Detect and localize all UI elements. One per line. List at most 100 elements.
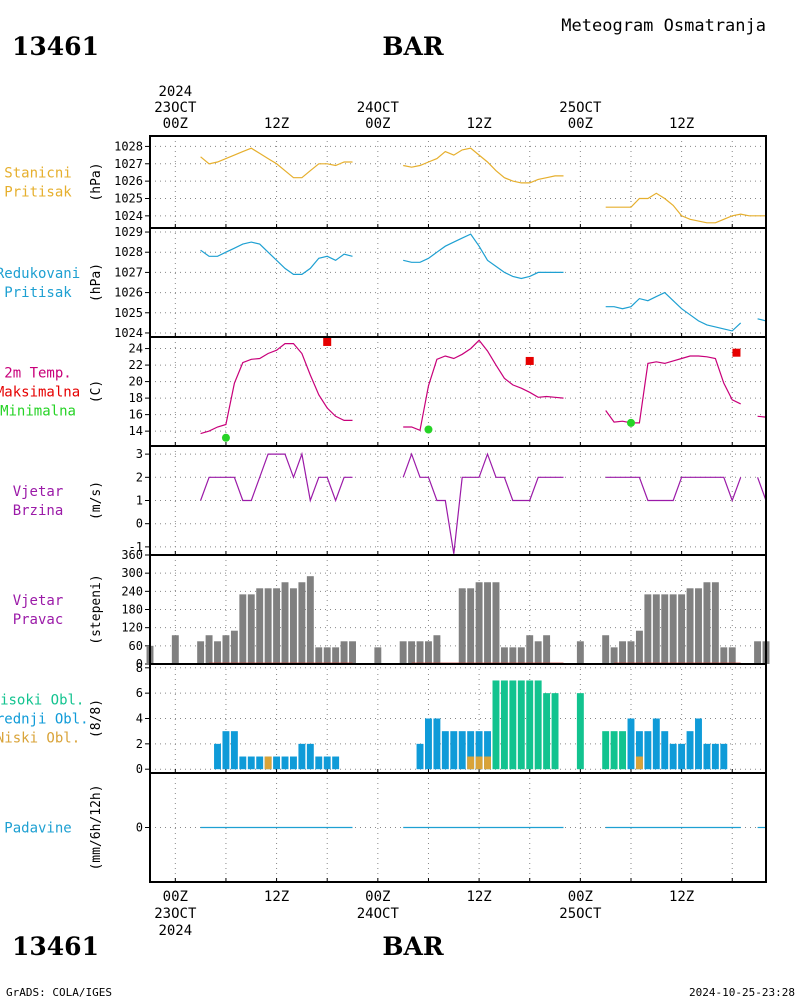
bar <box>425 718 432 770</box>
y-tick-label: 1027 <box>114 265 143 279</box>
top-time-label: 2024 <box>158 84 192 100</box>
y-tick-label: 1026 <box>114 174 143 188</box>
bar <box>661 731 669 770</box>
bar <box>669 594 677 664</box>
y-tick-label: 1028 <box>114 245 143 259</box>
y-axis-label: (C) <box>89 380 104 403</box>
y-axis-label: (hPa) <box>89 263 104 302</box>
y-axis-label: (m/s) <box>89 481 104 520</box>
panel-6: 0 2 4 6 8 (8/8) Visoki Obl. Srednji Obl. Niski O… <box>0 661 767 776</box>
bar <box>686 731 694 770</box>
bar <box>492 680 500 770</box>
bar <box>703 743 711 770</box>
bar <box>517 647 525 664</box>
panel-label: Redukovani <box>0 266 80 282</box>
bar <box>576 693 584 770</box>
bar <box>602 635 610 664</box>
bottom-time-label: 12Z <box>466 889 491 905</box>
top-time-label: 23OCT <box>154 100 197 116</box>
series-line <box>605 355 741 424</box>
y-tick-label: 1029 <box>114 225 143 239</box>
panel-frame <box>149 772 767 883</box>
y-tick-label: 3 <box>136 447 143 461</box>
series-line <box>403 339 564 432</box>
bar <box>332 756 340 770</box>
bar <box>602 731 610 770</box>
panel-label: Pravac <box>13 612 64 628</box>
tmin-marker <box>221 433 230 442</box>
bar <box>652 718 660 770</box>
bottom-time-label: 00Z <box>163 889 188 905</box>
tmax-marker <box>525 356 534 365</box>
bar <box>695 718 702 770</box>
bar <box>619 731 627 770</box>
y-tick-label: 1028 <box>114 139 143 153</box>
y-axis-label: (8/8) <box>89 699 104 738</box>
bar <box>306 743 314 770</box>
bar <box>450 731 458 770</box>
y-tick-label: 1026 <box>114 286 143 300</box>
bar <box>678 743 686 770</box>
bar <box>332 647 340 664</box>
y-tick-label: 14 <box>129 424 143 438</box>
top-time-label: 12Z <box>264 116 289 132</box>
bottom-time-label: 24OCT <box>357 906 400 922</box>
bar <box>315 647 323 664</box>
y-tick-label: 0 <box>136 517 143 531</box>
bar <box>425 641 432 664</box>
bar <box>247 594 255 664</box>
bar <box>197 641 205 664</box>
y-tick-label: 2 <box>136 470 143 484</box>
panel-label: Niski Obl. <box>0 731 80 747</box>
y-axis-label: (stepeni) <box>89 574 104 644</box>
bar <box>686 588 694 664</box>
y-tick-label: 0 <box>136 657 143 671</box>
panel-3: 14 16 18 20 22 24 (C) 2m Temp. Maksimalna Minimal… <box>0 336 767 447</box>
y-tick-label: 1027 <box>114 157 143 171</box>
bar <box>711 582 719 664</box>
bar <box>635 731 643 770</box>
panel-1: 1024 1025 1026 1027 1028 (hPa) Stanicni Pritisa… <box>4 135 767 229</box>
series-line <box>757 477 767 501</box>
y-tick-label: 18 <box>129 391 143 405</box>
bar <box>492 582 500 664</box>
top-time-label: 12Z <box>669 116 694 132</box>
footer-credit: GrADS: COLA/IGES <box>6 986 112 999</box>
series-line <box>605 291 742 332</box>
series-line <box>757 318 767 322</box>
series-line <box>605 476 742 503</box>
top-time-label: 25OCT <box>559 100 602 116</box>
y-tick-label: 6 <box>136 686 143 700</box>
panel-label: 2m Temp. <box>4 366 71 382</box>
plot-area: 10241025102610271028(hPa)StanicniPritisa… <box>0 84 770 939</box>
y-tick-label: 0 <box>136 821 143 835</box>
tmin-marker <box>424 425 433 434</box>
bar <box>323 756 331 770</box>
bar <box>416 641 424 664</box>
bar <box>264 588 272 664</box>
bar <box>526 680 534 770</box>
bar <box>661 594 669 664</box>
panel-label: Maksimalna <box>0 385 80 401</box>
bottom-time-label: 12Z <box>264 889 289 905</box>
bar <box>635 756 643 770</box>
bar <box>340 641 348 664</box>
top-time-label: 00Z <box>568 116 593 132</box>
bar <box>669 743 677 770</box>
bar <box>214 641 221 664</box>
y-tick-label: 0 <box>136 762 143 776</box>
panel-4: -1 0 1 2 3 (m/s) Vjetar Brzina <box>13 445 767 556</box>
bar <box>475 582 483 664</box>
bar <box>475 756 483 770</box>
y-tick-label: 22 <box>129 358 143 372</box>
bar <box>281 756 289 770</box>
bar <box>720 647 728 664</box>
y-axis-label: (mm/6h/12h) <box>89 784 104 870</box>
y-tick-label: 240 <box>121 584 143 598</box>
bar <box>695 588 702 664</box>
bar <box>298 743 306 770</box>
bar <box>576 641 584 664</box>
bar <box>289 588 297 664</box>
bar <box>273 756 281 770</box>
